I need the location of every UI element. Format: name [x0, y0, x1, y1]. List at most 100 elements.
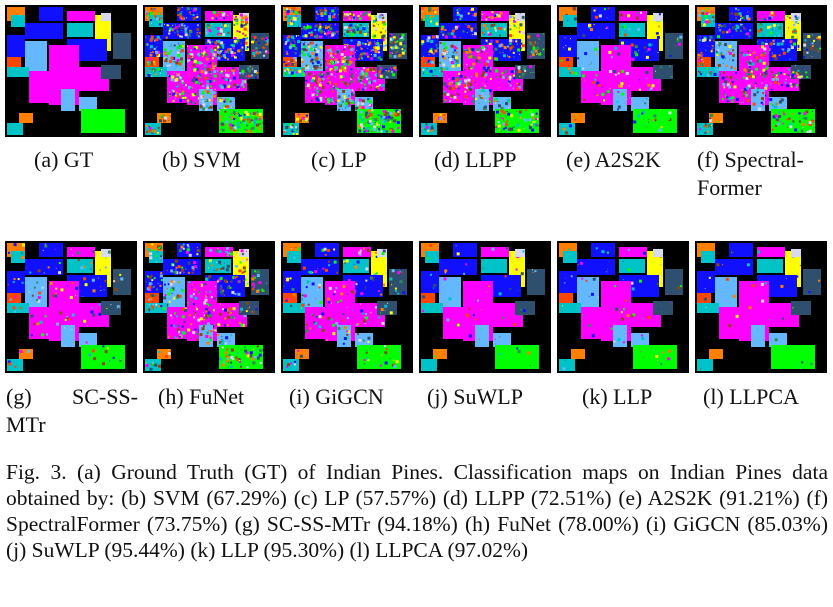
class-region: [343, 247, 371, 257]
class-region: [515, 13, 525, 21]
class-region: [157, 113, 171, 123]
class-region: [453, 243, 477, 257]
class-region: [757, 259, 783, 273]
class-region: [751, 325, 765, 347]
class-region: [559, 67, 581, 77]
class-region: [563, 251, 577, 263]
class-region: [791, 301, 811, 315]
class-region: [19, 113, 33, 123]
class-map-svg: [419, 241, 551, 373]
class-region: [283, 293, 297, 303]
class-region: [709, 113, 723, 123]
classification-map-gt: [5, 5, 137, 137]
class-region: [25, 23, 63, 39]
label-llpca: (l) LLPCA: [703, 384, 799, 409]
class-region: [631, 333, 649, 347]
class-region: [665, 269, 683, 295]
label-gigcn: (i) GiGCN: [289, 384, 384, 409]
class-region: [239, 249, 249, 257]
class-region: [205, 11, 233, 21]
class-region: [283, 271, 301, 293]
class-region: [481, 247, 509, 257]
class-region: [719, 307, 739, 339]
class-region: [7, 57, 21, 67]
class-map-svg: [5, 5, 137, 137]
class-map-svg: [419, 5, 551, 137]
class-map-svg: [281, 241, 413, 373]
classification-map-scssmtr: [5, 241, 137, 373]
class-region: [7, 123, 23, 135]
class-region: [653, 65, 673, 79]
class-region: [715, 41, 737, 71]
class-region: [343, 11, 371, 21]
class-region: [613, 325, 627, 347]
class-region: [163, 23, 201, 39]
class-region: [527, 269, 545, 295]
class-region: [421, 293, 435, 303]
classification-map-spectralformer: [695, 5, 827, 137]
class-region: [81, 345, 125, 369]
class-region: [653, 301, 673, 315]
class-region: [619, 247, 647, 257]
class-region: [39, 243, 63, 257]
class-region: [559, 359, 575, 371]
class-region: [145, 67, 167, 77]
class-region: [157, 349, 171, 359]
class-region: [481, 23, 507, 37]
class-region: [433, 349, 447, 359]
class-region: [475, 325, 489, 347]
label-spectralformer: (f) Spectral- Former: [697, 146, 829, 202]
class-map-svg: [557, 5, 689, 137]
class-region: [301, 259, 339, 275]
label-llpp: (d) LLPP: [434, 147, 517, 172]
figure-caption: Fig. 3. (a) Ground Truth (GT) of Indian …: [6, 460, 828, 562]
class-region: [67, 11, 95, 21]
class-region: [79, 333, 97, 347]
class-region: [577, 23, 615, 39]
class-region: [571, 113, 585, 123]
class-region: [591, 243, 615, 257]
class-map-svg: [695, 241, 827, 373]
class-map-svg: [695, 5, 827, 137]
class-region: [283, 359, 299, 371]
class-region: [559, 57, 573, 67]
classification-map-suwlp: [419, 241, 551, 373]
class-region: [7, 293, 21, 303]
class-region: [701, 251, 715, 263]
class-region: [571, 349, 585, 359]
class-region: [791, 249, 801, 257]
classification-map-svm: [143, 5, 275, 137]
class-region: [25, 259, 63, 275]
class-region: [493, 97, 511, 111]
class-region: [715, 277, 737, 307]
class-region: [715, 259, 753, 275]
class-region: [25, 41, 47, 71]
label-llp: (k) LLP: [582, 384, 653, 409]
class-region: [421, 359, 437, 371]
class-region: [559, 271, 577, 293]
class-region: [697, 303, 719, 313]
class-region: [559, 35, 577, 57]
class-region: [439, 277, 461, 307]
class-region: [653, 249, 663, 257]
class-region: [631, 97, 649, 111]
class-region: [61, 325, 75, 347]
class-region: [7, 271, 25, 293]
class-map-svg: [5, 241, 137, 373]
class-region: [7, 359, 23, 371]
class-region: [7, 303, 29, 313]
label-a2s2k: (e) A2S2K: [566, 147, 661, 172]
class-region: [757, 11, 785, 21]
class-region: [61, 89, 75, 111]
label-suwlp: (j) SuWLP: [427, 384, 523, 409]
class-region: [481, 259, 507, 273]
class-region: [67, 247, 95, 257]
class-region: [729, 243, 753, 257]
class-map-svg: [143, 241, 275, 373]
class-map-svg: [557, 241, 689, 373]
class-region: [315, 243, 339, 257]
class-region: [7, 67, 29, 77]
class-region: [515, 249, 525, 257]
classification-map-gigcn: [281, 241, 413, 373]
class-region: [559, 293, 573, 303]
